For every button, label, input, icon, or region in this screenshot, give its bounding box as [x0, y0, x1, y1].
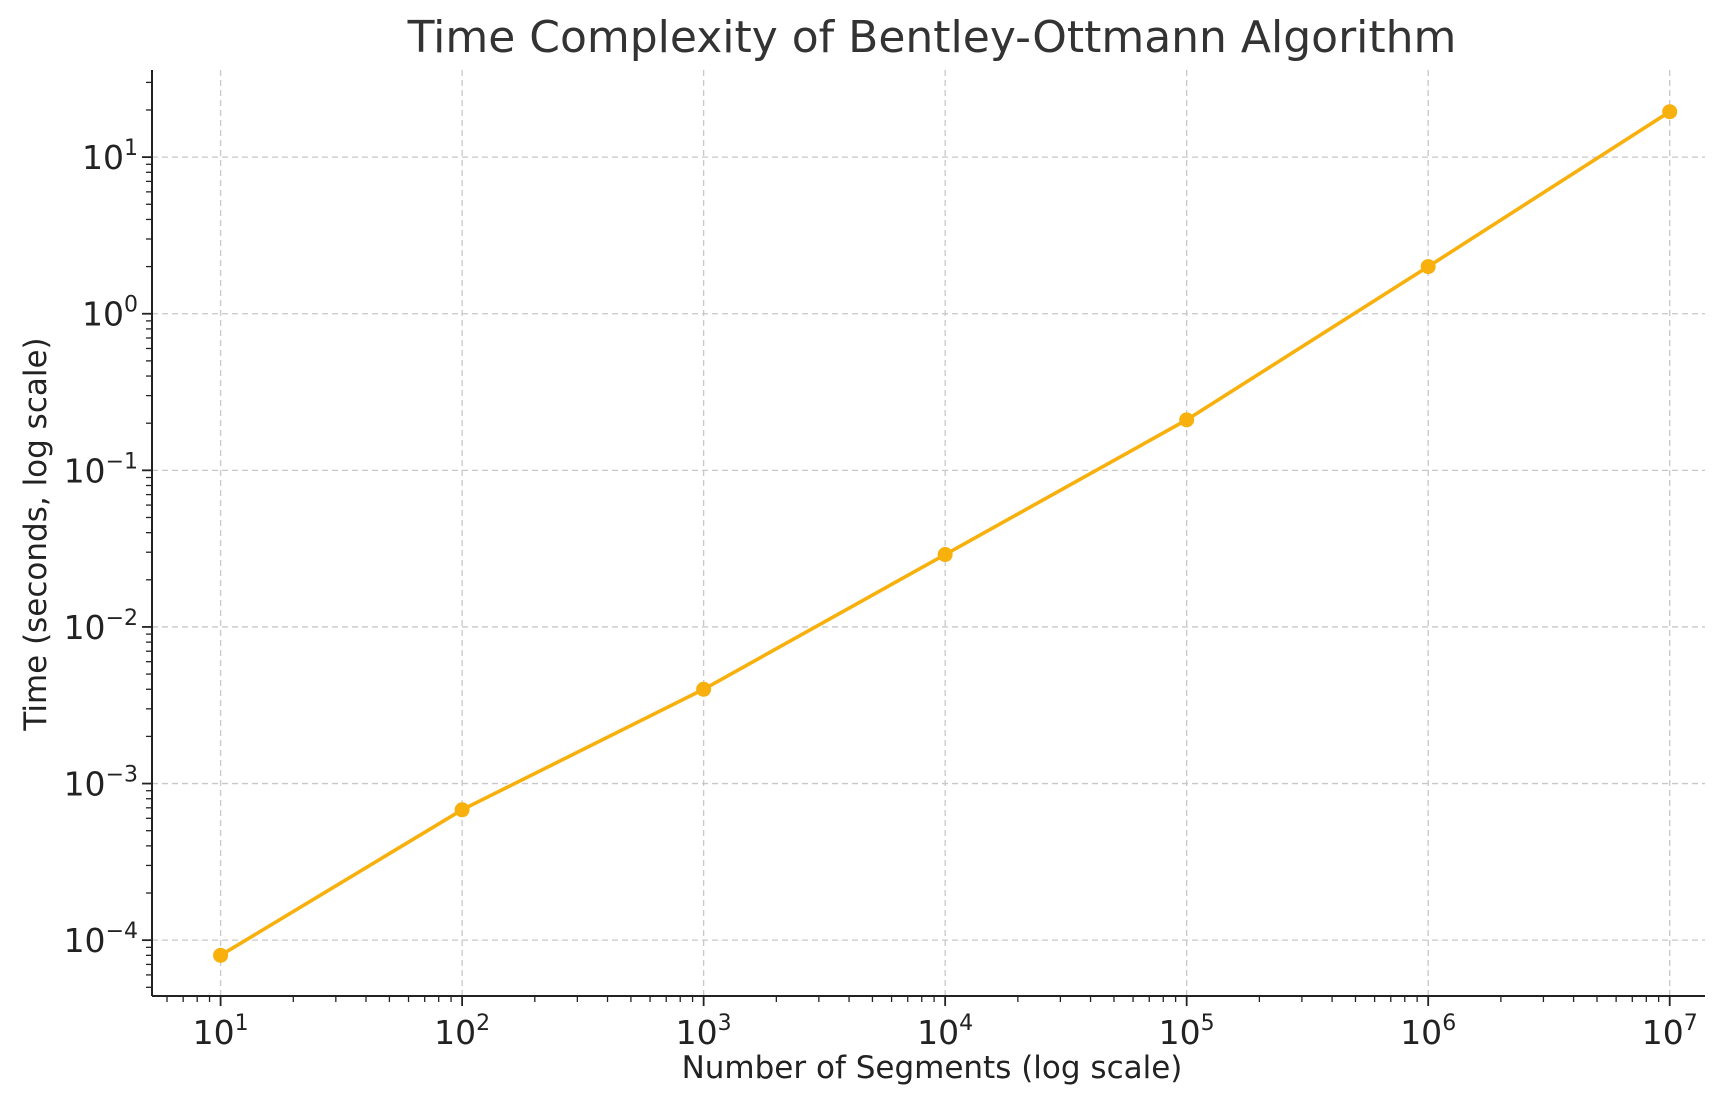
- grid: [152, 70, 1705, 996]
- x-tick-label-2: 103: [676, 1011, 732, 1052]
- ticks: 101 102 103 104 105 106 107 10−4 10−3 10−2 10−1 100…: [64, 81, 1698, 1052]
- x-tick-label-4: 105: [1159, 1011, 1215, 1052]
- data-point-1: [454, 802, 470, 818]
- x-tick-label-0: 101: [193, 1011, 249, 1052]
- y-axis-label: Time (seconds, log scale): [18, 337, 54, 731]
- y-tick-label-4: 100: [82, 293, 138, 334]
- series: [213, 104, 1678, 963]
- x-axis-label: Number of Segments (log scale): [682, 1050, 1183, 1086]
- y-tick-label-0: 10−4: [64, 919, 138, 960]
- x-tick-label-1: 102: [434, 1011, 490, 1052]
- y-tick-label-1: 10−3: [64, 763, 138, 804]
- x-tick-label-5: 106: [1400, 1011, 1456, 1052]
- data-point-4: [1179, 412, 1195, 428]
- y-tick-label-5: 101: [82, 136, 138, 177]
- y-tick-label-2: 10−2: [64, 606, 138, 647]
- y-tick-label-3: 10−1: [64, 449, 138, 490]
- data-point-3: [937, 547, 953, 563]
- data-point-2: [696, 681, 712, 697]
- data-point-5: [1420, 259, 1436, 275]
- data-point-0: [213, 947, 229, 963]
- x-tick-label-3: 104: [917, 1011, 973, 1052]
- chart-title: Time Complexity of Bentley-Ottmann Algor…: [407, 12, 1457, 63]
- data-point-6: [1662, 104, 1678, 120]
- x-tick-label-6: 107: [1642, 1011, 1698, 1052]
